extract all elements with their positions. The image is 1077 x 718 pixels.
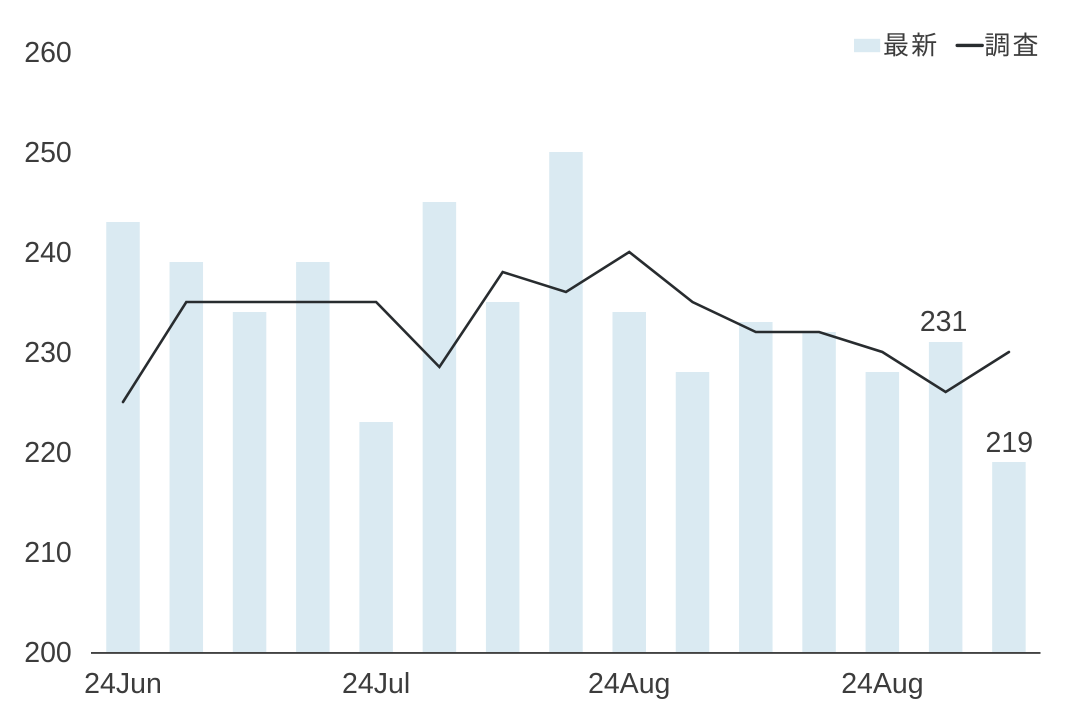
svg-text:200: 200 <box>24 637 72 669</box>
svg-text:210: 210 <box>24 537 72 569</box>
svg-text:219: 219 <box>986 427 1034 459</box>
svg-text:230: 230 <box>24 337 72 369</box>
svg-text:24Jun: 24Jun <box>84 668 162 700</box>
svg-text:24Jul: 24Jul <box>342 668 410 700</box>
svg-text:260: 260 <box>24 37 72 69</box>
svg-text:24Aug: 24Aug <box>588 668 670 700</box>
svg-text:24Aug: 24Aug <box>841 668 923 700</box>
svg-text:220: 220 <box>24 437 72 469</box>
svg-text:231: 231 <box>920 306 968 338</box>
svg-text:240: 240 <box>24 237 72 269</box>
svg-text:250: 250 <box>24 137 72 169</box>
